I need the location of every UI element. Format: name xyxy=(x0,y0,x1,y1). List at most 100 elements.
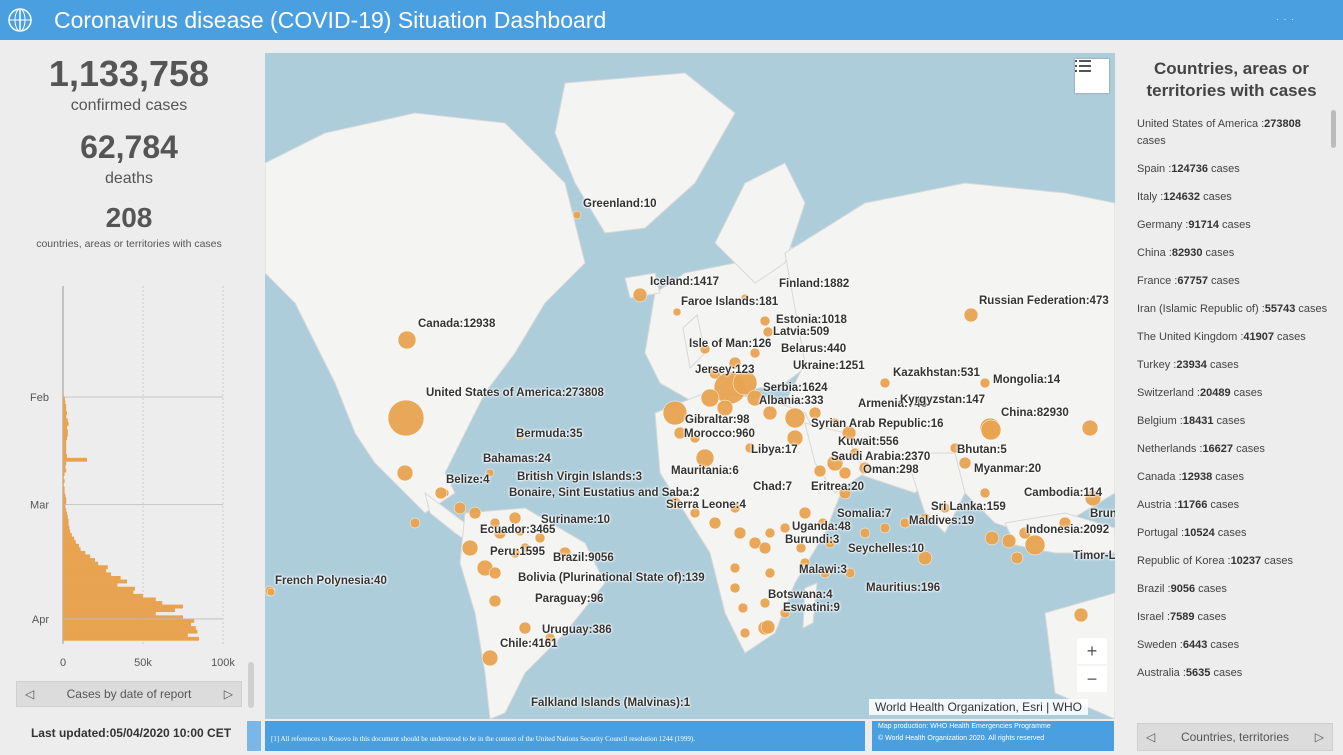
map-country-label[interactable]: Iceland:1417 xyxy=(650,276,720,288)
legend-list-icon[interactable] xyxy=(1075,59,1109,93)
map-country-label[interactable]: Eritrea:20 xyxy=(811,481,865,493)
country-list-item[interactable]: Australia :5635 cases xyxy=(1137,665,1332,682)
map-country-label[interactable]: Libya:17 xyxy=(751,444,798,456)
country-list-item[interactable]: Spain :124736 cases xyxy=(1137,161,1332,178)
map-country-label[interactable]: Latvia:509 xyxy=(773,326,830,338)
map-country-label[interactable]: Mauritania:6 xyxy=(671,465,739,477)
case-bubble xyxy=(708,516,722,530)
map-country-label[interactable]: Uganda:48 xyxy=(792,521,851,533)
map-country-label[interactable]: Seychelles:10 xyxy=(848,543,925,555)
country-list-item[interactable]: Netherlands :16627 cases xyxy=(1137,441,1332,458)
map-country-label[interactable]: Sierra Leone:4 xyxy=(666,499,746,511)
country-list-scrollbar[interactable] xyxy=(1331,110,1336,148)
map-country-label[interactable]: Burundi:3 xyxy=(785,534,840,546)
map-country-label[interactable]: Malawi:3 xyxy=(799,564,847,576)
map-country-label[interactable]: Mauritius:196 xyxy=(866,582,941,594)
map-country-label[interactable]: Falkland Islands (Malvinas):1 xyxy=(531,697,691,709)
countries-label: countries, areas or territories with cas… xyxy=(36,238,222,250)
map-country-label[interactable]: Brunei Darussa xyxy=(1090,508,1115,520)
case-bubble xyxy=(732,370,758,396)
map-country-label[interactable]: Ukraine:1251 xyxy=(793,360,865,372)
country-list-item[interactable]: China :82930 cases xyxy=(1137,245,1332,262)
map-country-label[interactable]: Sri Lanka:159 xyxy=(931,501,1006,513)
country-list-item[interactable]: Italy :124632 cases xyxy=(1137,189,1332,206)
map-country-label[interactable]: Eswatini:9 xyxy=(783,602,840,614)
country-list-item[interactable]: Turkey :23934 cases xyxy=(1137,357,1332,374)
country-list-item[interactable]: Brazil :9056 cases xyxy=(1137,581,1332,598)
map-country-label[interactable]: United States of America:273808 xyxy=(426,387,604,399)
map-country-label[interactable]: China:82930 xyxy=(1001,407,1069,419)
chevron-right-icon[interactable]: ▷ xyxy=(223,687,233,701)
world-map[interactable]: Greenland:10 Iceland:1417 Faroe Islands:18… xyxy=(265,53,1115,719)
country-list-item[interactable]: Republic of Korea :10237 cases xyxy=(1137,553,1332,570)
country-list[interactable]: United States of America :273808 cases Sp… xyxy=(1137,116,1332,693)
map-country-label[interactable]: Peru:1595 xyxy=(490,546,545,558)
map-country-label[interactable]: Suriname:10 xyxy=(541,514,611,526)
map-country-label[interactable]: Myanmar:20 xyxy=(974,463,1042,475)
map-country-label[interactable]: Timor-Les xyxy=(1073,550,1115,562)
chevron-left-icon[interactable]: ◁ xyxy=(1146,730,1156,744)
chevron-left-icon[interactable]: ◁ xyxy=(25,687,35,701)
map-country-label[interactable]: Kazakhstan:531 xyxy=(893,367,980,379)
map-country-label[interactable]: Morocco:960 xyxy=(684,428,755,440)
map-country-label[interactable]: Bermuda:35 xyxy=(516,428,583,440)
map-country-label[interactable]: Ecuador:3465 xyxy=(480,524,556,536)
map-country-label[interactable]: Bonaire, Sint Eustatius and Saba:2 xyxy=(509,487,700,499)
map-country-label[interactable]: Greenland:10 xyxy=(583,198,657,210)
map-country-label[interactable]: Somalia:7 xyxy=(837,508,892,520)
map-country-label[interactable]: Estonia:1018 xyxy=(776,314,847,326)
map-country-label[interactable]: British Virgin Islands:3 xyxy=(517,471,643,483)
country-list-item[interactable]: Iran (Islamic Republic of) :55743 cases xyxy=(1137,301,1332,318)
map-country-label[interactable]: Saudi Arabia:2370 xyxy=(831,451,931,463)
map-country-label[interactable]: Serbia:1624 xyxy=(763,382,828,394)
map-country-label[interactable]: Chile:4161 xyxy=(500,638,558,650)
map-country-label[interactable]: Syrian Arab Republic:16 xyxy=(811,418,944,430)
map-country-label[interactable]: Paraguay:96 xyxy=(535,593,604,605)
map-country-label[interactable]: Jersey:123 xyxy=(695,364,755,376)
chart-bar xyxy=(63,411,67,416)
map-country-label[interactable]: Uruguay:386 xyxy=(542,624,612,636)
map-country-label[interactable]: Botswana:4 xyxy=(768,589,833,601)
country-list-item[interactable]: Switzerland :20489 cases xyxy=(1137,385,1332,402)
map-country-label[interactable]: Faroe Islands:181 xyxy=(681,296,779,308)
map-country-label[interactable]: Indonesia:2092 xyxy=(1026,524,1110,536)
map-country-label[interactable]: Canada:12938 xyxy=(418,318,496,330)
map-country-label[interactable]: Bahamas:24 xyxy=(483,453,551,465)
country-list-item[interactable]: Israel :7589 cases xyxy=(1137,609,1332,626)
map-country-label[interactable]: Albania:333 xyxy=(759,395,824,407)
map-country-label[interactable]: Bhutan:5 xyxy=(957,444,1007,456)
map-country-label[interactable]: French Polynesia:40 xyxy=(275,575,387,587)
country-list-item[interactable]: United States of America :273808 cases xyxy=(1137,116,1332,150)
zoom-in-button[interactable]: + xyxy=(1077,638,1107,664)
map-country-label[interactable]: Chad:7 xyxy=(753,481,792,493)
map-country-label[interactable]: Kyrgyzstan:147 xyxy=(900,394,986,406)
map-country-label[interactable]: Isle of Man:126 xyxy=(689,338,772,350)
list-selector[interactable]: ◁ Countries, territories ▷ xyxy=(1137,723,1333,751)
zoom-out-button[interactable]: − xyxy=(1077,666,1107,692)
map-country-label[interactable]: Maldives:19 xyxy=(909,515,975,527)
map-country-label[interactable]: Brazil:9056 xyxy=(553,552,614,564)
map-country-label[interactable]: Armenia:746 xyxy=(858,398,928,410)
map-country-label[interactable]: Belize:4 xyxy=(446,474,490,486)
country-list-item[interactable]: Belgium :18431 cases xyxy=(1137,413,1332,430)
map-country-label[interactable]: Kuwait:556 xyxy=(838,436,899,448)
country-list-item[interactable]: Sweden :6443 cases xyxy=(1137,637,1332,654)
map-country-label[interactable]: Finland:1882 xyxy=(779,278,850,290)
map-country-label[interactable]: Cambodia:114 xyxy=(1024,487,1102,499)
country-list-item[interactable]: The United Kingdom :41907 cases xyxy=(1137,329,1332,346)
chart-scrollbar[interactable] xyxy=(248,662,254,708)
map-country-label[interactable]: Bolivia (Plurinational State of):139 xyxy=(518,572,705,584)
map-country-label[interactable]: Gibraltar:98 xyxy=(685,414,750,426)
map-country-label[interactable]: Oman:298 xyxy=(863,464,919,476)
chart-bar xyxy=(63,457,87,462)
map-country-label[interactable]: Russian Federation:473 xyxy=(979,295,1109,307)
map-country-label[interactable]: Mongolia:14 xyxy=(993,374,1061,386)
chart-selector[interactable]: ◁ Cases by date of report ▷ xyxy=(16,681,242,707)
country-list-item[interactable]: France :67757 cases xyxy=(1137,273,1332,290)
country-list-item[interactable]: Portugal :10524 cases xyxy=(1137,525,1332,542)
map-country-label[interactable]: Belarus:440 xyxy=(781,343,847,355)
country-list-item[interactable]: Austria :11766 cases xyxy=(1137,497,1332,514)
country-list-item[interactable]: Germany :91714 cases xyxy=(1137,217,1332,234)
chevron-right-icon[interactable]: ▷ xyxy=(1314,730,1324,744)
country-list-item[interactable]: Canada :12938 cases xyxy=(1137,469,1332,486)
